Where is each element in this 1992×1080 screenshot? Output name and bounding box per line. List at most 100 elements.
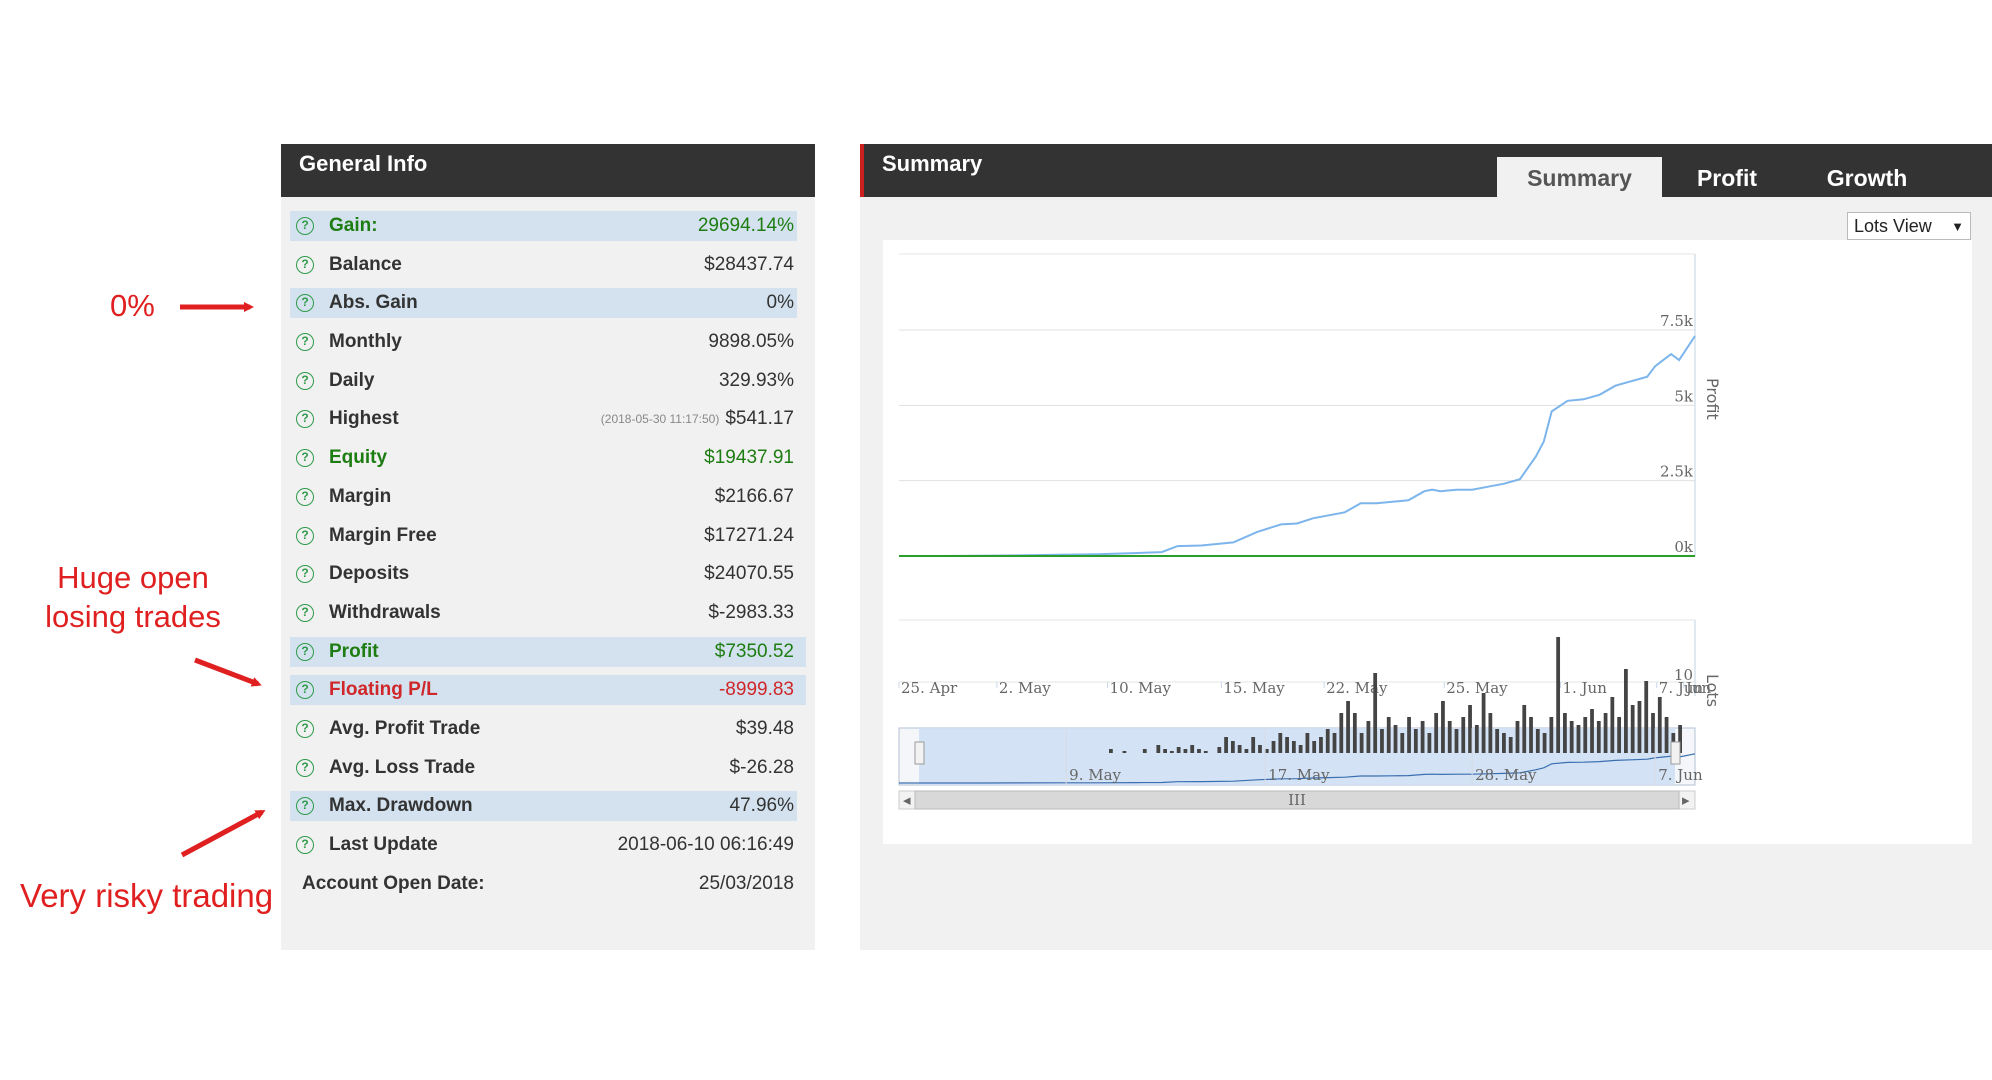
info-value: $28437.74: [704, 253, 794, 275]
lots-bar: [1271, 741, 1276, 753]
profit-chart: 0k 2.5k 5k 7.5k Profit 10 Lots 25. Apr 2. May 10.…: [898, 253, 1722, 810]
annotation-huge-open-trades: Huge open losing trades: [45, 560, 221, 634]
help-icon[interactable]: ?: [296, 217, 314, 235]
y-tick-label: 7.5k: [1660, 312, 1694, 330]
tab-profit[interactable]: Profit: [1696, 165, 1758, 191]
summary-title: Summary: [860, 144, 1992, 197]
lots-bar: [1244, 749, 1249, 753]
info-label: Abs. Gain: [329, 292, 418, 314]
help-icon[interactable]: ?: [296, 797, 314, 816]
help-icon[interactable]: ?: [296, 526, 314, 545]
lots-bar: [1183, 749, 1188, 753]
navigator-handle: [1670, 741, 1681, 765]
info-label: Account Open Date:: [302, 872, 485, 894]
lots-bar: [1678, 725, 1682, 753]
lots-bar: [1637, 701, 1642, 753]
lots-bar: [1441, 701, 1445, 753]
help-icon[interactable]: ?: [296, 294, 314, 313]
lots-bar: [1142, 749, 1147, 753]
info-label: Balance: [329, 253, 402, 275]
info-value: $7350.52: [714, 640, 794, 662]
help-icon[interactable]: ?: [296, 449, 314, 468]
general-info-title: General Info: [281, 144, 815, 197]
lots-bar: [1258, 745, 1262, 753]
lots-bar: [1657, 697, 1662, 753]
info-value: $2166.67: [714, 485, 794, 507]
info-value: 9898.05%: [708, 331, 794, 353]
lots-bar: [1556, 637, 1561, 753]
lots-bar: [1224, 737, 1228, 753]
x-tick-label: 15. May: [1223, 679, 1285, 697]
help-icon[interactable]: ?: [296, 410, 314, 429]
help-icon[interactable]: ?: [296, 371, 314, 390]
navigator-tick-label: 9. May: [1069, 766, 1121, 784]
x-tick-label: 2. May: [999, 679, 1051, 697]
info-row: ? Avg. Loss Trade $-26.28: [290, 753, 797, 783]
info-row: ? Avg. Profit Trade $39.48: [290, 714, 797, 744]
lots-bar: [1508, 737, 1513, 753]
lots-bar: [1413, 729, 1418, 753]
lots-bar: [1481, 693, 1486, 753]
chevron-left-icon: ◂: [903, 791, 911, 809]
lots-bar: [1264, 749, 1269, 753]
lots-bar: [1603, 713, 1608, 753]
info-label: Margin: [329, 485, 392, 507]
navigator-tick-label: 17. May: [1268, 766, 1330, 784]
info-label: Gain:: [329, 215, 378, 236]
lots-bar: [1522, 705, 1527, 753]
info-label: Margin Free: [329, 524, 437, 546]
lots-bar: [1386, 717, 1391, 753]
help-icon[interactable]: ?: [296, 255, 314, 274]
chevron-down-icon: ▼: [1951, 218, 1964, 234]
info-label: Daily: [329, 369, 375, 391]
navigator-handle: [914, 741, 925, 765]
info-row: ? Profit $7350.52: [290, 636, 806, 667]
lots-bar: [1203, 751, 1208, 753]
x-tick-label: 1. Jun: [1562, 679, 1607, 697]
info-value: 0%: [766, 292, 794, 314]
navigator-selection: [919, 728, 1675, 785]
lots-bar: [1163, 749, 1167, 753]
help-icon[interactable]: ?: [296, 642, 314, 661]
lots-bar: [1535, 729, 1540, 753]
info-label: Highest: [329, 408, 399, 430]
info-value: 29694.14%: [697, 215, 794, 236]
info-label: Last Update: [329, 834, 438, 855]
x-tick-label: 25. May: [1446, 679, 1508, 697]
lots-bar: [1169, 751, 1174, 753]
lots-bar: [1434, 713, 1439, 753]
lots-bar: [1380, 729, 1384, 753]
annotation-zero-gain: 0%: [110, 288, 155, 323]
lots-bar: [1590, 709, 1594, 753]
y2-tick-label: 10: [1674, 666, 1693, 684]
chart-area: 0k 2.5k 5k 7.5k Profit 10 Lots 25. Apr 2. May 10.…: [883, 240, 1972, 844]
navigator-tick-label: 7. Jun: [1658, 766, 1703, 784]
lots-bar: [1230, 741, 1235, 753]
info-note: (2018-05-30 11:17:50): [600, 412, 720, 427]
info-row: ? Balance $28437.74: [290, 250, 797, 280]
info-label: Profit: [329, 640, 379, 662]
help-icon[interactable]: ?: [296, 681, 314, 700]
lots-bar: [1319, 737, 1323, 753]
info-value: 47.96%: [729, 795, 794, 817]
lots-bar: [1393, 725, 1398, 753]
view-select[interactable]: Lots View ▼: [1847, 212, 1971, 240]
help-icon[interactable]: ?: [296, 603, 314, 622]
x-tick-label: 10. May: [1110, 679, 1172, 697]
annotation-risky-trading: Very risky trading: [20, 877, 274, 914]
help-icon[interactable]: ?: [296, 487, 314, 506]
lots-bar: [1122, 751, 1127, 753]
y-tick-label: 5k: [1674, 387, 1694, 405]
help-icon[interactable]: ?: [296, 333, 314, 352]
tab-growth[interactable]: Growth: [1826, 165, 1908, 191]
help-icon[interactable]: ?: [296, 836, 314, 854]
x-tick-label: 7. Jun: [1659, 679, 1704, 697]
tab-summary[interactable]: Summary: [1497, 157, 1662, 197]
help-icon[interactable]: ?: [296, 719, 314, 738]
scrollbar-grip-icon: III: [1288, 791, 1306, 809]
info-value: $-26.28: [729, 756, 794, 778]
lots-bar: [1346, 701, 1350, 753]
help-icon[interactable]: ?: [296, 758, 314, 777]
info-value: $17271.24: [704, 524, 794, 546]
help-icon[interactable]: ?: [296, 565, 314, 584]
